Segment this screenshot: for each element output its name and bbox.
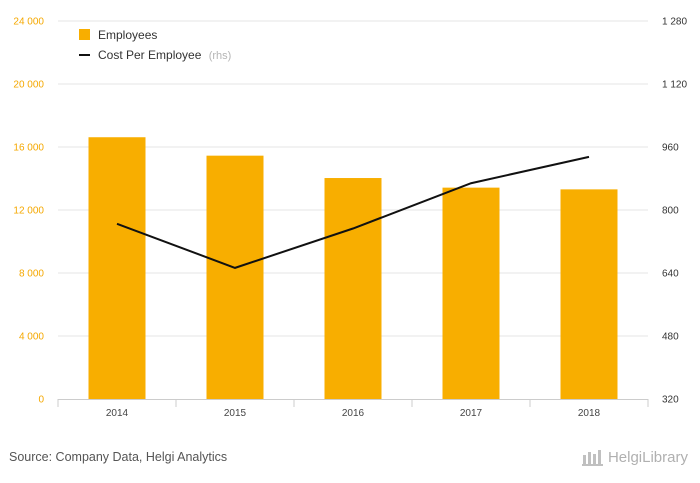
x-tick-label: 2018 <box>578 408 601 419</box>
legend: Employees Cost Per Employee (rhs) <box>79 28 231 62</box>
line-series-cost-per-employee <box>116 155 590 269</box>
legend-label-cost: Cost Per Employee (rhs) <box>98 48 231 62</box>
source-note: Source: Company Data, Helgi Analytics <box>9 450 228 464</box>
y-left-tick-label: 8 000 <box>19 269 44 280</box>
bar-employees <box>88 137 146 400</box>
bar-employees <box>442 187 500 399</box>
x-tick-label: 2016 <box>342 408 365 419</box>
bar-series-employees <box>88 137 618 400</box>
legend-label-cost-name: Cost Per Employee <box>98 48 202 62</box>
y-left-tick-label: 4 000 <box>19 332 44 343</box>
y-right-tick-label: 800 <box>662 206 679 217</box>
x-tick-label: 2014 <box>106 408 129 419</box>
legend-swatch-employees <box>79 29 90 40</box>
chart-area: 2014 2015 2016 2017 2018 0 4 000 8 000 12 000 16… <box>13 17 687 420</box>
y-right-tick-label: 640 <box>662 269 679 280</box>
y-right-tick-label: 320 <box>662 395 679 406</box>
x-tick-label: 2017 <box>460 408 483 419</box>
helgi-library-logo: HelgiLibrary <box>581 448 688 466</box>
y-axis-right: 320 480 640 800 960 1 120 1 280 <box>662 17 687 406</box>
legend-rhs-note: (rhs) <box>209 50 232 62</box>
legend-label-employees: Employees <box>98 28 157 42</box>
y-axis-left: 0 4 000 8 000 12 000 16 000 20 000 24 000 <box>13 17 44 406</box>
bar-employees <box>560 189 618 399</box>
y-left-tick-label: 20 000 <box>13 80 44 91</box>
logo-text: HelgiLibrary <box>607 448 688 466</box>
y-right-tick-label: 1 120 <box>662 80 687 91</box>
x-axis: 2014 2015 2016 2017 2018 <box>57 399 649 419</box>
y-left-tick-label: 12 000 <box>13 206 44 217</box>
y-left-tick-label: 16 000 <box>13 143 44 154</box>
bar-employees <box>324 178 382 399</box>
y-right-tick-label: 480 <box>662 332 679 343</box>
y-right-tick-label: 1 280 <box>662 17 687 28</box>
library-building-icon <box>581 450 603 466</box>
y-left-tick-label: 0 <box>38 395 44 406</box>
x-tick-label: 2015 <box>224 408 247 419</box>
y-right-tick-label: 960 <box>662 143 679 154</box>
y-left-tick-label: 24 000 <box>13 17 44 28</box>
bar-employees <box>206 155 264 399</box>
